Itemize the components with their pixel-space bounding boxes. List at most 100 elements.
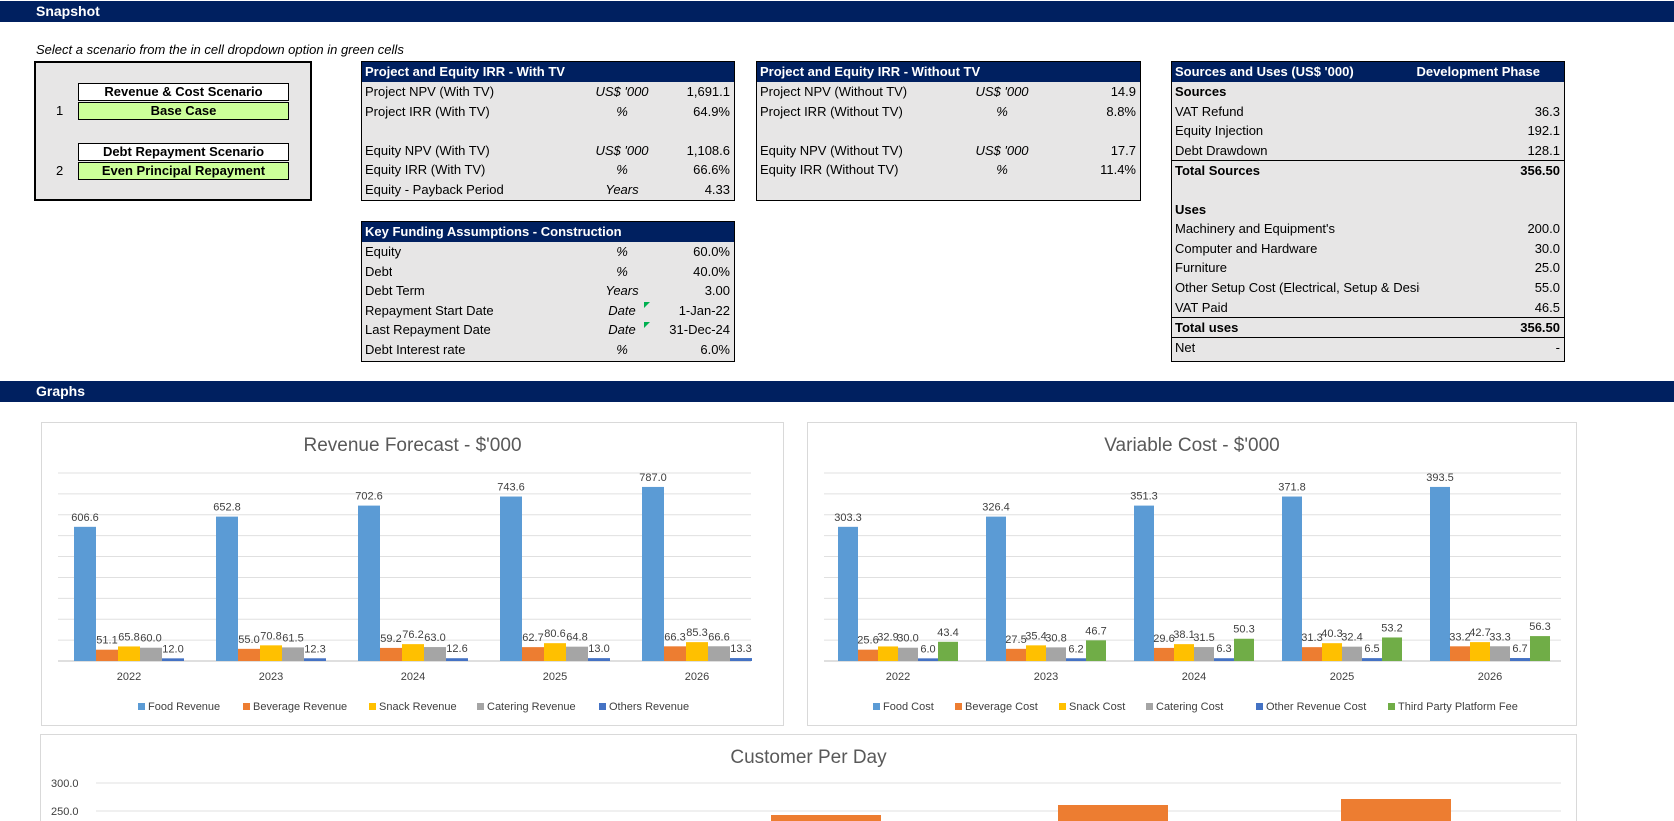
bar[interactable]	[918, 658, 938, 661]
bar[interactable]	[1322, 643, 1342, 661]
row-value[interactable]: 14.9	[1110, 84, 1136, 99]
row-value[interactable]: 4.33	[704, 181, 730, 197]
legend-item[interactable]: Food Revenue	[148, 701, 220, 713]
bar[interactable]	[380, 647, 402, 661]
bar[interactable]	[708, 646, 730, 661]
row-value[interactable]: 200.0	[1527, 221, 1560, 237]
legend-item[interactable]: Beverage Cost	[965, 701, 1038, 713]
bar[interactable]	[1341, 799, 1451, 821]
legend-item[interactable]: Food Cost	[883, 701, 934, 713]
bar[interactable]	[858, 649, 878, 661]
bar[interactable]	[500, 496, 522, 661]
bar[interactable]	[140, 647, 162, 661]
bar[interactable]	[96, 649, 118, 661]
row-value[interactable]: 30.0	[1534, 240, 1560, 256]
row-value[interactable]: 8.8%	[1106, 103, 1136, 119]
bar[interactable]	[878, 646, 898, 661]
row-value[interactable]: 192.1	[1527, 123, 1560, 139]
bar[interactable]	[642, 486, 664, 661]
bar[interactable]	[1046, 647, 1066, 661]
bar[interactable]	[118, 646, 140, 661]
row-value[interactable]: 25.0	[1534, 260, 1560, 276]
bar[interactable]	[1006, 648, 1026, 661]
bar[interactable]	[216, 516, 238, 661]
row-value[interactable]: 31-Dec-24	[669, 322, 730, 338]
bar[interactable]	[424, 647, 446, 661]
bar[interactable]	[1154, 647, 1174, 661]
row-value[interactable]: 356.50	[1520, 163, 1560, 179]
bar[interactable]	[238, 648, 260, 661]
row-value[interactable]: -	[1555, 339, 1560, 355]
bar[interactable]	[1058, 805, 1168, 821]
row-value[interactable]: 55.0	[1534, 279, 1560, 295]
bar[interactable]	[938, 641, 958, 661]
row-value[interactable]: 46.5	[1534, 299, 1560, 315]
bar[interactable]	[304, 658, 326, 661]
bar[interactable]	[1282, 496, 1302, 661]
bar[interactable]	[771, 815, 881, 821]
row-value[interactable]: 356.50	[1520, 320, 1560, 336]
bar[interactable]	[1342, 646, 1362, 661]
bar[interactable]	[1302, 647, 1322, 661]
bar[interactable]	[986, 516, 1006, 661]
bar[interactable]	[686, 642, 708, 661]
variable-cost-chart[interactable]: Variable Cost - $'000 303.3 25.6 32.9 30.0 6…	[807, 422, 1577, 726]
bar[interactable]	[566, 646, 588, 661]
bar[interactable]	[1134, 505, 1154, 661]
legend-item[interactable]: Others Revenue	[609, 701, 689, 713]
bar[interactable]	[358, 505, 380, 661]
bar[interactable]	[260, 645, 282, 661]
bar[interactable]	[544, 643, 566, 661]
bar[interactable]	[402, 644, 424, 661]
bar[interactable]	[898, 647, 918, 661]
row-value[interactable]: 64.9%	[693, 103, 730, 119]
revenue-scenario-dropdown[interactable]: Base Case	[78, 102, 289, 120]
bar[interactable]	[1490, 646, 1510, 661]
bar[interactable]	[1510, 658, 1530, 661]
legend-item[interactable]: Catering Cost	[1156, 701, 1223, 713]
row-value[interactable]: 6.0%	[700, 341, 730, 357]
bar[interactable]	[282, 647, 304, 661]
row-value[interactable]: 17.7	[1110, 142, 1136, 158]
bar[interactable]	[1362, 658, 1382, 661]
bar[interactable]	[1086, 640, 1106, 661]
row-value[interactable]: 66.6%	[693, 162, 730, 178]
row-value[interactable]: 11.4%	[1100, 162, 1136, 178]
row-value[interactable]: 60.0%	[693, 244, 730, 259]
bar[interactable]	[1194, 647, 1214, 661]
bar[interactable]	[74, 526, 96, 661]
bar[interactable]	[1234, 638, 1254, 661]
bar[interactable]	[1382, 637, 1402, 661]
row-value[interactable]: 3.00	[704, 283, 730, 299]
bar[interactable]	[588, 658, 610, 661]
bar[interactable]	[1026, 645, 1046, 661]
legend-item[interactable]: Other Revenue Cost	[1266, 701, 1366, 713]
bar[interactable]	[838, 526, 858, 661]
row-value[interactable]: 1,691.1	[686, 84, 730, 99]
bar[interactable]	[1174, 644, 1194, 661]
row-value[interactable]: 1-Jan-22	[678, 302, 730, 318]
row-value[interactable]: 128.1	[1527, 142, 1560, 158]
bar[interactable]	[1214, 658, 1234, 661]
bar[interactable]	[162, 658, 184, 661]
bar[interactable]	[1450, 646, 1470, 661]
bar[interactable]	[730, 658, 752, 661]
row-value[interactable]: 1,108.6	[686, 142, 730, 158]
bar[interactable]	[446, 658, 468, 661]
legend-item[interactable]: Snack Revenue	[379, 701, 457, 713]
bar[interactable]	[1430, 486, 1450, 661]
bar[interactable]	[1530, 636, 1550, 661]
customer-per-day-chart[interactable]: Customer Per Day 300.0 250.0	[40, 734, 1577, 821]
debt-scenario-dropdown[interactable]: Even Principal Repayment	[78, 162, 289, 180]
bar[interactable]	[664, 646, 686, 661]
legend-item[interactable]: Catering Revenue	[487, 701, 576, 713]
bar[interactable]	[1470, 642, 1490, 661]
row-value[interactable]: 40.0%	[693, 263, 730, 279]
row-value[interactable]: 36.3	[1534, 103, 1560, 119]
legend-item[interactable]: Beverage Revenue	[253, 701, 347, 713]
revenue-forecast-chart[interactable]: Revenue Forecast - $'000 606.6 51.1 65.8 60…	[41, 422, 784, 726]
legend-item[interactable]: Third Party Platform Fee	[1398, 701, 1518, 713]
legend-item[interactable]: Snack Cost	[1069, 701, 1125, 713]
bar[interactable]	[1066, 658, 1086, 661]
bar[interactable]	[522, 647, 544, 661]
